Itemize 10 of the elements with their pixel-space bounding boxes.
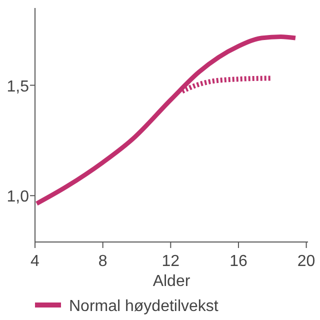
y-tick-label: 1,0 bbox=[6, 188, 30, 206]
x-tick-label: 4 bbox=[30, 253, 40, 270]
x-tick-label: 16 bbox=[230, 253, 248, 270]
x-axis-title: Alder bbox=[152, 273, 191, 290]
x-tick-label: 20 bbox=[297, 253, 316, 270]
x-tick-label: 8 bbox=[98, 253, 108, 270]
x-tick-label: 12 bbox=[162, 253, 180, 270]
legend-label: Normal høydetilvekst bbox=[69, 298, 219, 315]
y-tick-label: 1,5 bbox=[6, 78, 30, 96]
line-series bbox=[34, 34, 298, 206]
